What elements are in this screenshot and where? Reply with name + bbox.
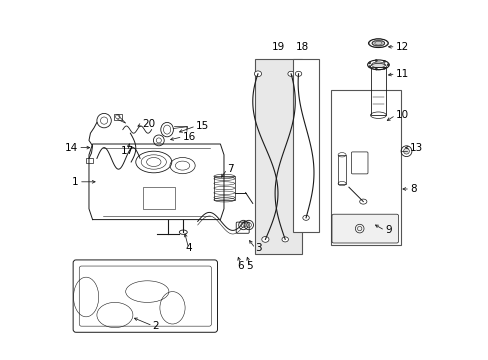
Bar — [337, 155, 346, 184]
Text: 10: 10 — [395, 110, 408, 120]
Circle shape — [374, 59, 377, 62]
Circle shape — [368, 62, 370, 64]
Text: 8: 8 — [409, 184, 416, 194]
Text: 5: 5 — [246, 261, 253, 271]
Text: 1: 1 — [72, 177, 79, 187]
Circle shape — [368, 66, 370, 68]
Circle shape — [386, 64, 388, 66]
Bar — [330, 90, 400, 245]
Bar — [370, 67, 386, 115]
Text: 6: 6 — [237, 261, 244, 271]
Circle shape — [383, 60, 385, 63]
Bar — [254, 59, 302, 254]
Ellipse shape — [254, 71, 261, 77]
Text: 9: 9 — [384, 225, 391, 235]
Ellipse shape — [295, 71, 301, 76]
Bar — [293, 59, 318, 232]
Text: 19: 19 — [271, 42, 284, 52]
Bar — [86, 158, 93, 163]
FancyBboxPatch shape — [331, 214, 398, 243]
Text: 2: 2 — [152, 321, 159, 331]
Text: 12: 12 — [395, 42, 408, 52]
Ellipse shape — [371, 62, 385, 68]
Ellipse shape — [302, 215, 309, 220]
Circle shape — [383, 67, 385, 69]
Ellipse shape — [368, 39, 387, 48]
Text: 14: 14 — [65, 143, 78, 153]
Bar — [213, 176, 234, 200]
Text: 15: 15 — [196, 121, 209, 131]
Text: 20: 20 — [142, 119, 155, 129]
Ellipse shape — [282, 237, 288, 242]
Text: 16: 16 — [182, 132, 195, 142]
Text: 13: 13 — [409, 143, 423, 153]
Ellipse shape — [371, 41, 384, 46]
Text: 18: 18 — [295, 42, 308, 52]
Text: 4: 4 — [185, 243, 192, 253]
Text: 7: 7 — [227, 164, 233, 174]
Bar — [142, 187, 175, 209]
Circle shape — [374, 68, 377, 70]
Bar — [114, 114, 122, 120]
Text: 17: 17 — [121, 146, 134, 156]
Ellipse shape — [367, 60, 388, 70]
Text: 11: 11 — [395, 69, 408, 79]
Circle shape — [403, 148, 408, 154]
Ellipse shape — [261, 237, 268, 242]
Text: 3: 3 — [255, 243, 262, 253]
Ellipse shape — [287, 71, 294, 76]
